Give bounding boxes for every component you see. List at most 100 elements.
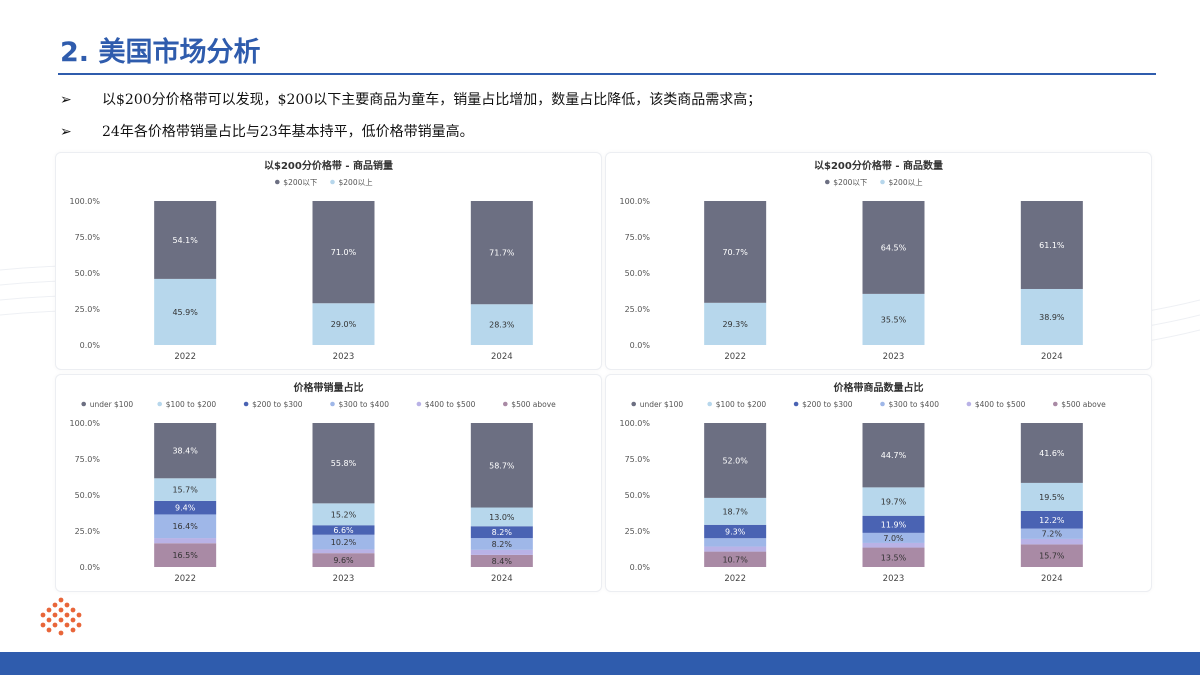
bar-segment-200以下-2022 xyxy=(704,201,767,303)
legend-label: $100 to $200 xyxy=(166,400,217,409)
data-label: 28.3% xyxy=(489,321,515,330)
legend-label: under $100 xyxy=(640,400,684,409)
legend-item-400-to-500: $400 to $500 xyxy=(416,400,476,409)
x-tick-label: 2024 xyxy=(491,574,513,584)
bar-segment-200-to-300-2024 xyxy=(1020,510,1083,529)
chart-panel-count-200: 以$200分价格带 - 商品数量 $200以下 $200以上 0.0% 25.0% 50.… xyxy=(605,152,1152,370)
legend-item-200-to-300: $200 to $300 xyxy=(243,400,303,409)
y-tick-label: 100.0% xyxy=(619,419,650,428)
y-tick-label: 0.0% xyxy=(630,563,651,572)
bar-segment-400-to-500-2023 xyxy=(312,549,375,554)
data-label: 52.0% xyxy=(722,456,748,465)
bar-segment-200以下-2022 xyxy=(154,201,217,279)
legend-label: $500 above xyxy=(1061,400,1106,409)
y-tick-label: 50.0% xyxy=(75,491,101,500)
legend-marker xyxy=(275,179,280,185)
legend-label: under $100 xyxy=(90,400,134,409)
data-label: 13.0% xyxy=(489,513,515,522)
chart-panel-sales-band: 价格带销量占比 under $100 $100 to $200 $200 to $30… xyxy=(55,374,602,592)
y-tick-label: 75.0% xyxy=(625,455,651,464)
data-label: 16.4% xyxy=(172,522,198,531)
data-label: 18.7% xyxy=(722,507,748,516)
data-label: 29.3% xyxy=(722,320,748,329)
data-label: 15.7% xyxy=(172,486,198,495)
legend-marker xyxy=(1053,401,1058,407)
bullet-1: ➢ 以$200分价格带可以发现，$200以下主要商品为童车，销量占比增加，数量占比… xyxy=(60,89,761,109)
y-tick-label: 50.0% xyxy=(625,269,651,278)
legend-marker xyxy=(416,401,422,407)
bar-segment-200以上-2022 xyxy=(704,302,767,345)
y-tick-label: 25.0% xyxy=(625,305,651,314)
legend-label: $200以下 xyxy=(283,178,318,187)
legend-marker xyxy=(793,401,799,407)
legend-item-100-to-200: $100 to $200 xyxy=(707,400,766,409)
bar-segment-200-to-300-2022 xyxy=(154,500,217,515)
bar-segment-300-to-400-2023 xyxy=(862,532,925,543)
data-label: 8.2% xyxy=(492,540,513,549)
legend-item-300-to-400: $300 to $400 xyxy=(330,400,389,409)
data-label: 8.2% xyxy=(492,528,513,537)
legend-item-200以下: $200以下 xyxy=(825,178,868,187)
y-tick-label: 0.0% xyxy=(630,341,651,350)
chart-title: 价格带商品数量占比 xyxy=(834,381,924,394)
bar-segment-under-100-2023 xyxy=(312,423,375,504)
legend-marker xyxy=(880,401,885,407)
chart-svg: 价格带商品数量占比 under $100 $100 to $200 $200 to $… xyxy=(619,381,1106,584)
data-label: 15.7% xyxy=(1039,552,1065,561)
bar-segment-400-to-500-2023 xyxy=(862,542,925,548)
legend-marker xyxy=(707,401,712,407)
page-title: 2. 美国市场分析 xyxy=(60,37,261,68)
data-label: 35.5% xyxy=(881,315,907,324)
legend-item-200以下: $200以下 xyxy=(275,178,318,187)
bar-segment-300-to-400-2024 xyxy=(470,538,533,550)
x-tick-label: 2023 xyxy=(883,352,905,362)
y-tick-label: 100.0% xyxy=(69,419,100,428)
legend-marker xyxy=(330,179,335,185)
bullet-2: ➢ 24年各价格带销量占比与23年基本持平，低价格带销量高。 xyxy=(60,121,474,141)
y-tick-label: 75.0% xyxy=(75,233,101,242)
x-tick-label: 2022 xyxy=(174,574,196,584)
bar-segment-300-to-400-2024 xyxy=(1020,528,1083,539)
legend-marker xyxy=(243,401,249,407)
bar-segment-under-100-2024 xyxy=(470,423,533,508)
y-tick-label: 100.0% xyxy=(69,197,100,206)
x-tick-label: 2024 xyxy=(1041,574,1063,584)
title-divider xyxy=(58,73,1156,75)
legend-label: $400 to $500 xyxy=(425,400,476,409)
bar-segment-200以上-2024 xyxy=(1020,288,1083,345)
legend-marker xyxy=(81,401,86,407)
y-tick-label: 50.0% xyxy=(75,269,101,278)
data-label: 29.0% xyxy=(331,320,357,329)
legend-marker xyxy=(631,401,636,407)
data-label: 19.7% xyxy=(881,498,907,507)
y-tick-label: 25.0% xyxy=(75,527,101,536)
bar-segment-200-to-300-2024 xyxy=(470,526,533,539)
x-tick-label: 2022 xyxy=(174,352,196,362)
bar-segment-500-above-2022 xyxy=(704,551,767,567)
legend-label: $200 to $300 xyxy=(252,400,303,409)
bullet-1-text: 以$200分价格带可以发现，$200以下主要商品为童车，销量占比增加，数量占比降… xyxy=(102,92,762,108)
data-label: 7.2% xyxy=(1042,530,1063,539)
legend-item-200以上: $200以上 xyxy=(330,178,373,187)
bar-segment-200以下-2023 xyxy=(862,201,925,294)
company-logo-icon xyxy=(40,597,82,636)
x-tick-label: 2022 xyxy=(724,352,746,362)
data-label: 19.5% xyxy=(1039,493,1065,502)
data-label: 54.1% xyxy=(172,236,198,245)
x-tick-label: 2024 xyxy=(1041,352,1063,362)
y-tick-label: 25.0% xyxy=(75,305,101,314)
bar-segment-200以上-2023 xyxy=(862,293,925,345)
x-tick-label: 2024 xyxy=(491,352,513,362)
legend-item-200-to-300: $200 to $300 xyxy=(793,400,853,409)
chart-panel-count-band: 价格带商品数量占比 under $100 $100 to $200 $200 to $… xyxy=(605,374,1152,592)
legend-item-100-to-200: $100 to $200 xyxy=(157,400,216,409)
y-tick-label: 0.0% xyxy=(80,341,101,350)
bar-segment-100-to-200-2024 xyxy=(470,507,533,527)
bar-segment-100-to-200-2024 xyxy=(1020,482,1083,511)
chart-title: 以$200分价格带 - 商品数量 xyxy=(814,159,943,172)
bar-segment-under-100-2022 xyxy=(704,423,767,498)
bar-segment-100-to-200-2022 xyxy=(704,497,767,525)
y-tick-label: 50.0% xyxy=(625,491,651,500)
bullet-2-text: 24年各价格带销量占比与23年基本持平，低价格带销量高。 xyxy=(102,124,474,140)
chart-svg: 价格带销量占比 under $100 $100 to $200 $200 to $30… xyxy=(69,381,556,584)
